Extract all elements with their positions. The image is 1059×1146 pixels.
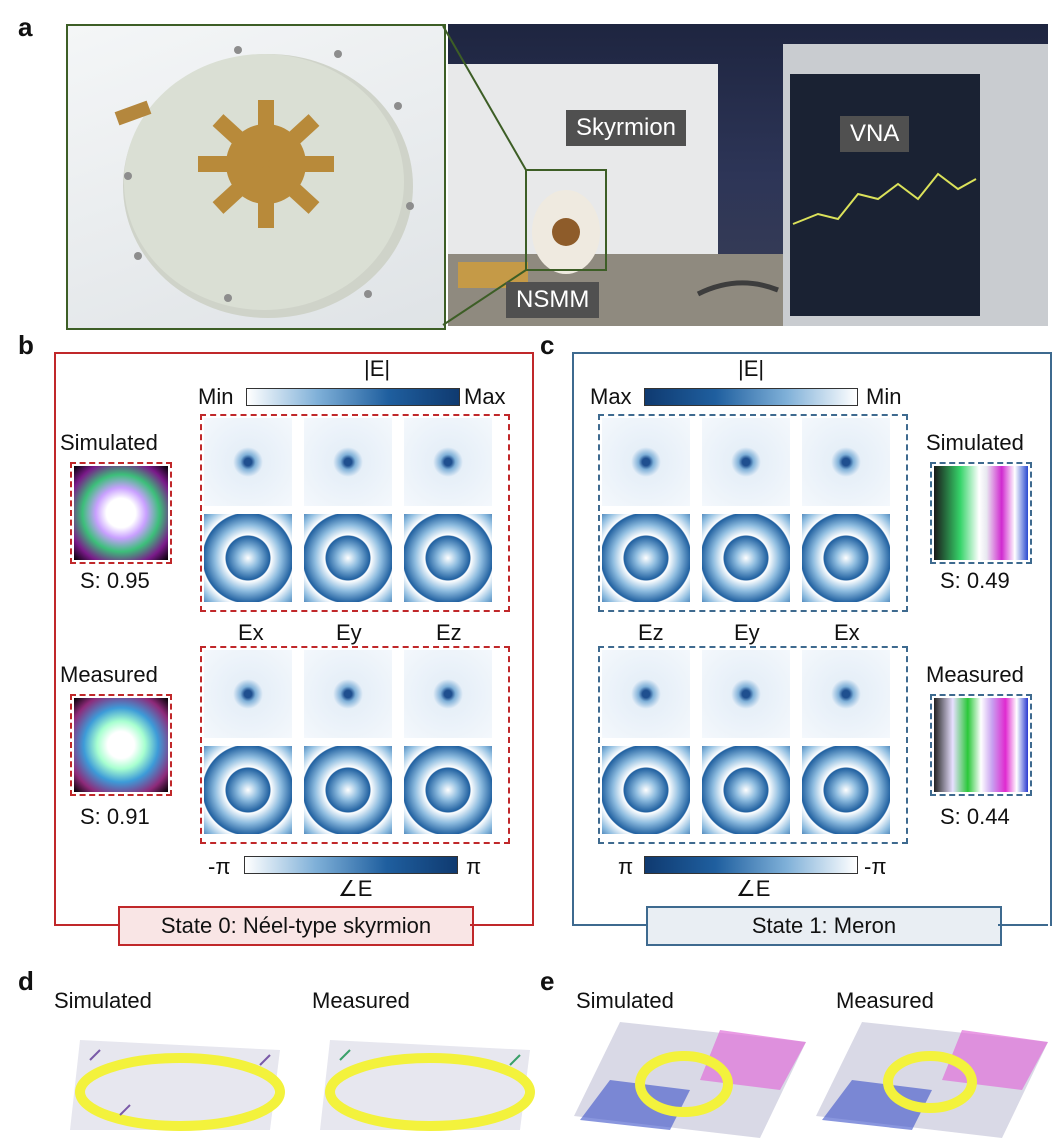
b-meas-phase-2	[304, 746, 392, 834]
b-mag-title: |E|	[364, 356, 391, 381]
c-sim-phase-2	[702, 514, 790, 602]
b-sim-magnitude-2	[304, 418, 392, 506]
c-simulated-label: Simulated	[926, 430, 1024, 455]
c-meas-thumb-frame	[930, 694, 1032, 796]
b-phase-max: π	[466, 854, 482, 879]
c-meas-magnitude-2	[702, 650, 790, 738]
c-meas-phase-3	[802, 746, 890, 834]
metasurface-photo	[66, 24, 446, 330]
e-measured-label: Measured	[836, 988, 934, 1013]
vna-tag: VNA	[840, 116, 910, 152]
b-meas-magnitude-1	[204, 650, 292, 738]
c-sim-magnitude-2	[702, 418, 790, 506]
d-measured-label: Measured	[312, 988, 410, 1013]
c-mag-title: |E|	[738, 356, 765, 381]
panel-e-label: e	[540, 966, 555, 996]
c-component-1: Ez	[638, 620, 664, 645]
c-sim-phase-1	[602, 514, 690, 602]
d-simulated-vector-field	[70, 1040, 285, 1131]
b-meas-phase-1	[204, 746, 292, 834]
b-phase-title: ∠E	[338, 876, 373, 901]
c-component-2: Ey	[734, 620, 760, 645]
e-measured-vector-field	[816, 1022, 1048, 1138]
c-sim-score: S: 0.49	[940, 568, 1010, 593]
b-sim-phase-2	[304, 514, 392, 602]
c-sim-magnitude-3	[802, 418, 890, 506]
c-meas-magnitude-1	[602, 650, 690, 738]
b-meas-phase-3	[404, 746, 492, 834]
panel-b-label: b	[18, 330, 34, 360]
b-state-box: State 0: Néel-type skyrmion	[118, 906, 474, 946]
panel-d-label: d	[18, 966, 34, 996]
b-arrow-left	[54, 924, 118, 926]
d-measured-vector-field	[320, 1040, 535, 1131]
b-phase-colorbar	[244, 856, 458, 874]
b-component-3: Ez	[436, 620, 462, 645]
b-sim-phase-1	[204, 514, 292, 602]
b-sim-score: S: 0.95	[80, 568, 150, 593]
c-meas-magnitude-3	[802, 650, 890, 738]
zoom-lines	[442, 25, 607, 326]
panel-c-label: c	[540, 330, 555, 360]
b-sim-skyrmion-map	[74, 466, 168, 560]
c-sim-thumb-frame	[930, 462, 1032, 564]
e-simulated-vector-field	[574, 1022, 806, 1138]
b-arrow-right	[470, 924, 532, 926]
b-meas-skyrmion-map	[74, 698, 168, 792]
c-state-box: State 1: Meron	[646, 906, 1002, 946]
panel-a-label: a	[18, 12, 33, 42]
c-measured-label: Measured	[926, 662, 1024, 687]
c-phase-colorbar	[644, 856, 858, 874]
c-component-3: Ex	[834, 620, 860, 645]
b-meas-score: S: 0.91	[80, 804, 150, 829]
c-sim-field-frame	[598, 414, 908, 612]
c-meas-phase-2	[702, 746, 790, 834]
b-meas-magnitude-2	[304, 650, 392, 738]
b-sim-phase-3	[404, 514, 492, 602]
c-arrow-left	[574, 924, 646, 926]
skyrmion-tag: Skyrmion	[566, 110, 687, 146]
b-sim-thumb-frame	[70, 462, 172, 564]
c-phase-title: ∠E	[736, 876, 771, 901]
b-sim-magnitude-3	[404, 418, 492, 506]
panel-c-frame	[572, 352, 1052, 926]
panel-b-frame	[54, 352, 534, 926]
c-meas-phase-1	[602, 746, 690, 834]
c-mag-colorbar	[644, 388, 858, 406]
c-colorbar-min: Min	[866, 384, 902, 409]
c-meas-score: S: 0.44	[940, 804, 1010, 829]
lab-setup-photo	[448, 24, 1048, 326]
b-colorbar-max: Max	[464, 384, 506, 409]
c-phase-min: -π	[864, 854, 887, 879]
b-mag-colorbar	[246, 388, 460, 406]
b-meas-magnitude-3	[404, 650, 492, 738]
c-phase-max: π	[618, 854, 634, 879]
c-arrow-right	[998, 924, 1048, 926]
b-phase-min: -π	[208, 854, 231, 879]
c-meas-field-frame	[598, 646, 908, 844]
c-meas-meron-map	[934, 698, 1028, 792]
d-simulated-label: Simulated	[54, 988, 152, 1013]
e-simulated-label: Simulated	[576, 988, 674, 1013]
c-sim-phase-3	[802, 514, 890, 602]
c-colorbar-max: Max	[590, 384, 632, 409]
b-sim-magnitude-1	[204, 418, 292, 506]
b-component-2: Ey	[336, 620, 362, 645]
b-simulated-label: Simulated	[60, 430, 158, 455]
b-meas-field-frame	[200, 646, 510, 844]
b-measured-label: Measured	[60, 662, 158, 687]
b-colorbar-min: Min	[198, 384, 234, 409]
b-sim-field-frame	[200, 414, 510, 612]
b-meas-thumb-frame	[70, 694, 172, 796]
nsmm-tag: NSMM	[506, 282, 600, 318]
c-sim-meron-map	[934, 466, 1028, 560]
c-sim-magnitude-1	[602, 418, 690, 506]
b-component-1: Ex	[238, 620, 264, 645]
